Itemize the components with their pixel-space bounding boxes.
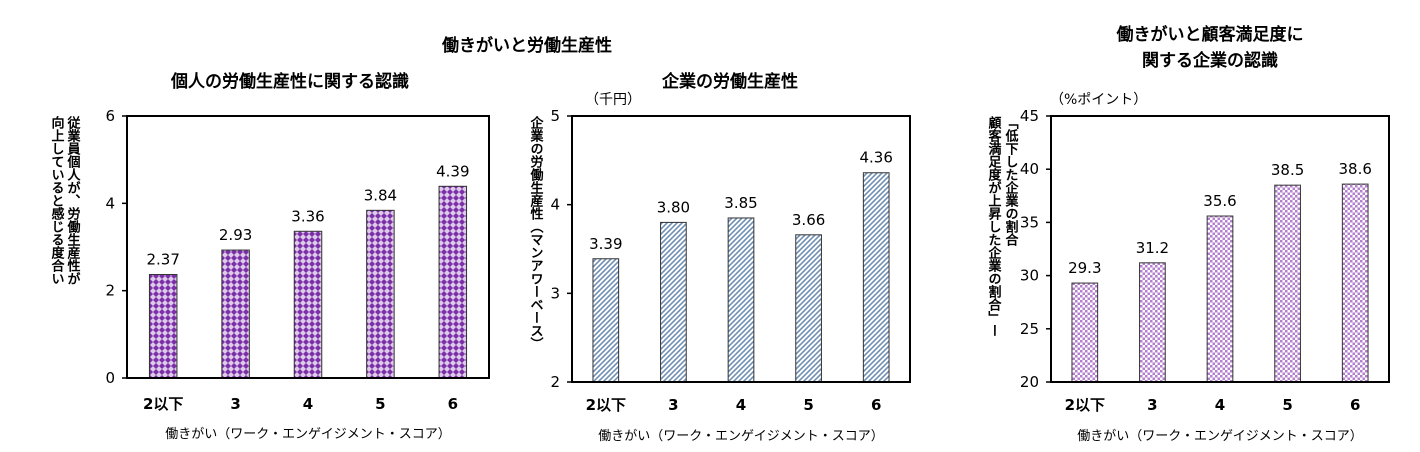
y-tick-label: 0 [105, 369, 115, 387]
category-label: 3 [230, 395, 240, 413]
y-tick-label: 5 [550, 107, 560, 125]
y-axis-label: 向上していると感じる度合い [49, 115, 65, 285]
bar [221, 249, 250, 379]
category-label: 4 [303, 395, 313, 413]
category-label: 2以下 [1065, 396, 1105, 414]
bar [795, 234, 822, 383]
bar [727, 217, 755, 383]
y-tick-label: 35 [1020, 213, 1039, 231]
data-label: 3.84 [364, 186, 397, 204]
y-tick-label: 25 [1020, 320, 1039, 338]
y-tick-label: 2 [550, 373, 560, 391]
data-label: 3.66 [792, 211, 825, 229]
category-label: 3 [1147, 396, 1157, 414]
bar [1071, 282, 1099, 383]
y-tick-label: 6 [105, 107, 115, 125]
data-label: 4.36 [859, 149, 892, 167]
data-label: 29.3 [1068, 259, 1101, 277]
group-title: 働きがいと労働生産性 [441, 35, 612, 56]
x-axis-label: 働きがい（ワーク・エンゲイジメント・スコア） [598, 429, 883, 444]
data-label: 4.39 [436, 162, 469, 180]
plot-frame [126, 115, 490, 379]
data-label: 3.80 [657, 198, 690, 216]
y-tick-label: 30 [1020, 267, 1039, 285]
category-label: 4 [736, 396, 746, 414]
category-label: 5 [803, 396, 813, 414]
x-axis-label: 働きがい（ワーク・エンゲイジメント・スコア） [1077, 429, 1362, 444]
data-label: 35.6 [1203, 192, 1236, 210]
y-axis-label: 「低下した企業の割合 [1003, 116, 1020, 247]
bar [1206, 215, 1234, 383]
bar [862, 172, 890, 383]
data-label: 3.39 [589, 235, 622, 253]
data-label: 2.37 [146, 251, 179, 269]
bar [592, 258, 620, 383]
category-label: 2以下 [143, 395, 183, 413]
y-axis-label: 顧客満足度が上昇した企業の割合」ー [986, 115, 1003, 337]
bar [1341, 183, 1369, 383]
data-label: 3.36 [291, 207, 324, 225]
bar [660, 221, 687, 383]
x-axis-label: 働きがい（ワーク・エンゲイジメント・スコア） [165, 427, 450, 442]
chart-title: 働きがいと顧客満足度に [1116, 24, 1304, 45]
y-tick-label: 4 [105, 194, 115, 212]
y-axis-label: 企業の労働生産性（マンアワーベース） [528, 115, 545, 350]
bar [1274, 184, 1301, 383]
chart-title: 関する企業の認識 [1142, 50, 1278, 71]
category-label: 6 [871, 396, 881, 414]
category-label: 5 [375, 395, 385, 413]
data-label: 3.85 [724, 194, 757, 212]
category-label: 4 [1215, 396, 1225, 414]
chart-title: 企業の労働生産性 [661, 71, 798, 92]
category-label: 3 [668, 396, 678, 414]
plot-frame [571, 115, 911, 383]
y-tick-label: 3 [550, 284, 560, 302]
data-label: 38.6 [1338, 160, 1371, 178]
y-tick-label: 2 [105, 282, 115, 300]
chart-title: 個人の労働生産性に関する認識 [170, 71, 409, 92]
y-axis-label: 従業員個人が、労働生産性が [65, 115, 82, 285]
data-label: 31.2 [1136, 239, 1169, 257]
y-tick-label: 40 [1020, 160, 1039, 178]
unit-label: （%ポイント） [1050, 92, 1147, 108]
bar [148, 274, 178, 379]
category-label: 6 [448, 395, 458, 413]
data-label: 2.93 [219, 226, 252, 244]
unit-label: （千円） [585, 92, 641, 108]
chart-company-productivity: 企業の労働生産性 （千円） 3.39 2以下 3.80 3 3.85 4 3.66 5 4.36 6 2… [528, 71, 911, 444]
data-label: 38.5 [1271, 161, 1304, 179]
y-tick-label: 4 [550, 196, 560, 214]
bar [438, 185, 468, 379]
chart-individual-productivity: 個人の労働生産性に関する認識 2.37 2以下 2.93 3 3.36 4 3.84 5 4.39… [49, 71, 490, 442]
y-tick-label: 45 [1020, 107, 1039, 125]
plot-frame [1050, 115, 1390, 383]
y-tick-label: 20 [1020, 373, 1039, 391]
bar [293, 230, 323, 379]
category-label: 5 [1282, 396, 1292, 414]
category-label: 2以下 [586, 396, 626, 414]
bar [1139, 262, 1166, 383]
category-label: 6 [1350, 396, 1360, 414]
bar [366, 209, 395, 379]
